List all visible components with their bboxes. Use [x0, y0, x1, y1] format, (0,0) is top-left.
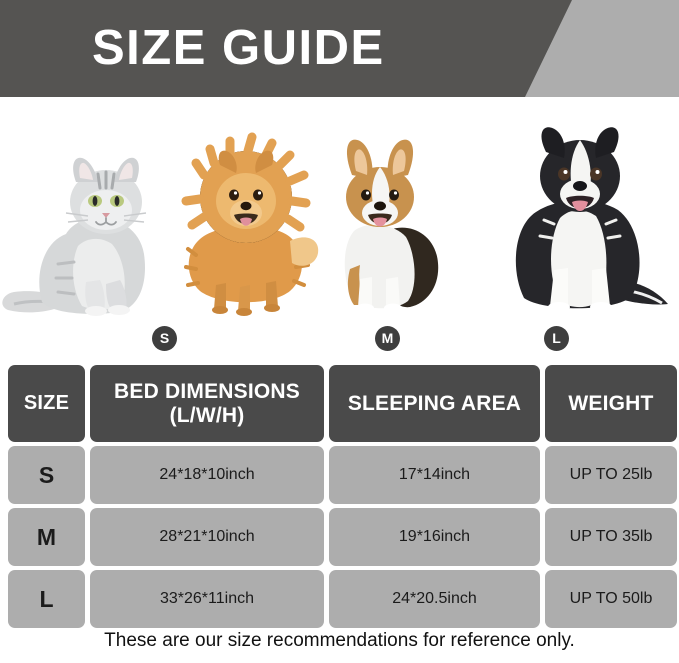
table-header-row: SIZE BED DIMENSIONS (L/W/H) SLEEPING ARE… [0, 365, 679, 442]
cell-sleeping-area: 17*14inch [329, 446, 540, 504]
page-title: SIZE GUIDE [92, 21, 385, 75]
header-banner: SIZE GUIDE [0, 0, 679, 97]
border-collie-image [492, 114, 677, 319]
header-cell-sleeping-area: SLEEPING AREA [329, 365, 540, 442]
pomeranian-image [170, 129, 325, 319]
cell-bed-dimensions: 28*21*10inch [90, 508, 324, 566]
header-label-bed-line1: BED DIMENSIONS [114, 379, 300, 403]
header-label-sleeping-area: SLEEPING AREA [347, 391, 522, 415]
cell-size: M [8, 508, 85, 566]
size-badges: S M L [0, 326, 679, 354]
cell-size: L [8, 570, 85, 628]
cell-weight: UP TO 35lb [545, 508, 677, 566]
cell-bed-dimensions: 24*18*10inch [90, 446, 324, 504]
header-cell-bed-dimensions: BED DIMENSIONS (L/W/H) [90, 365, 324, 442]
size-badge-s: S [152, 326, 177, 351]
header-cell-weight: WEIGHT [545, 365, 677, 442]
size-badge-l: L [544, 326, 569, 351]
footer-note: These are our size recommendations for r… [104, 630, 575, 651]
cell-size: S [8, 446, 85, 504]
header-banner-dark-shape [0, 0, 572, 97]
size-table: SIZE BED DIMENSIONS (L/W/H) SLEEPING ARE… [0, 365, 679, 632]
size-badge-m: M [375, 326, 400, 351]
header-label-weight: WEIGHT [568, 391, 654, 415]
header-label-bed-dimensions: BED DIMENSIONS (L/W/H) [114, 380, 300, 427]
header-cell-size: SIZE [8, 365, 85, 442]
cell-bed-dimensions: 33*26*11inch [90, 570, 324, 628]
cell-weight: UP TO 50lb [545, 570, 677, 628]
header-label-bed-line2: (L/W/H) [169, 403, 245, 427]
corgi-image [330, 119, 452, 319]
cat-image [0, 114, 175, 319]
table-row: M 28*21*10inch 19*16inch UP TO 35lb [0, 508, 679, 566]
cell-weight: UP TO 25lb [545, 446, 677, 504]
animal-showcase [0, 97, 679, 319]
cell-sleeping-area: 24*20.5inch [329, 570, 540, 628]
table-row: S 24*18*10inch 17*14inch UP TO 25lb [0, 446, 679, 504]
cell-sleeping-area: 19*16inch [329, 508, 540, 566]
table-row: L 33*26*11inch 24*20.5inch UP TO 50lb [0, 570, 679, 628]
header-label-size: SIZE [23, 392, 70, 415]
